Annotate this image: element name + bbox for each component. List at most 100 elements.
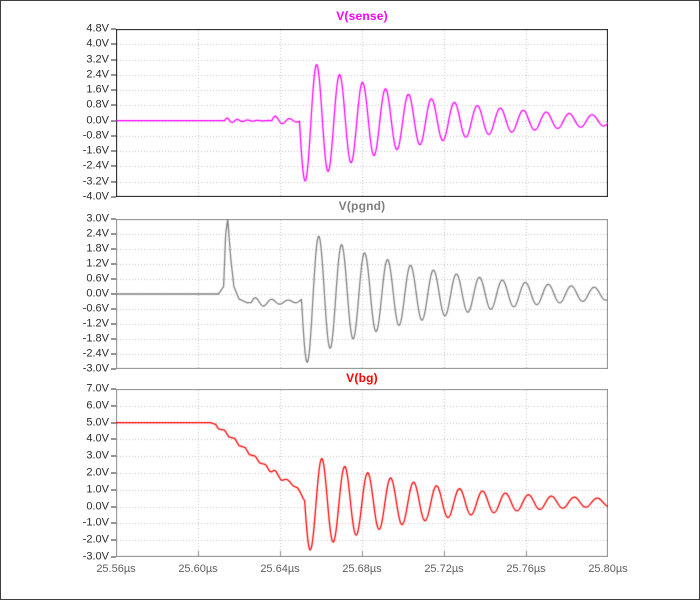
y-tick-label: -0.6V (82, 302, 116, 315)
x-tick-label: 25.60µs (178, 563, 218, 575)
y-tick-text: -1.0V (82, 516, 109, 529)
x-tick-label: 25.56µs (96, 563, 136, 575)
y-tick-text: -4.0V (82, 190, 109, 203)
y-tick-text: 1.8V (86, 242, 109, 255)
y-tick-text: 3.0V (86, 449, 109, 462)
y-tick-label: 4.0V (86, 432, 116, 445)
y-tick-mark (111, 438, 116, 440)
y-tick-mark (111, 405, 116, 407)
trace-title-vbg[interactable]: V(bg) (346, 371, 378, 385)
y-tick-label: 2.4V (86, 69, 116, 80)
y-tick-label: 1.6V (86, 83, 116, 96)
y-tick-mark (111, 556, 116, 558)
y-tick-text: -3.2V (82, 175, 109, 188)
y-tick-mark (111, 472, 116, 474)
y-tick-text: 0.0V (86, 500, 109, 513)
y-tick-label: 2.4V (86, 228, 116, 240)
x-tick-label: 25.68µs (342, 563, 382, 575)
y-axis-vsense: 4.8V 4.0V 3.2V 2.4V 1.6V 0.8V 0.0V -0.8V -1.6V -2… (59, 23, 116, 202)
y-tick-text: 1.6V (86, 83, 109, 96)
y-tick-mark (111, 278, 116, 280)
y-tick-mark (111, 181, 116, 183)
time-axis: 25.56µs 25.60µs 25.64µs 25.68µs 25.72µs 25.76… (1, 561, 699, 579)
y-tick-label: 6.0V (86, 400, 116, 411)
y-tick-text: 2.4V (86, 68, 109, 81)
y-tick-label: 5.0V (86, 417, 116, 428)
y-tick-mark (111, 539, 116, 541)
y-tick-label: 0.0V (86, 287, 116, 300)
y-tick-label: 0.0V (86, 501, 116, 512)
y-axis-vpgnd: 3.0V 2.4V 1.8V 1.2V 0.6V 0.0V -0.6V -1.2V -1.8V -… (59, 213, 116, 374)
x-tick-label: 25.72µs (424, 563, 464, 575)
y-axis-vbg: 7.0V 6.0V 5.0V 4.0V 3.0V 2.0V 1.0V 0.0V -1.0V -2.… (59, 383, 116, 562)
y-tick-label: 4.0V (86, 37, 116, 50)
y-tick-text: 7.0V (86, 382, 109, 395)
y-tick-mark (111, 218, 116, 220)
y-tick-mark (111, 120, 116, 122)
y-tick-text: 1.0V (86, 483, 109, 496)
y-tick-mark (111, 506, 116, 508)
trace-title-vsense[interactable]: V(sense) (336, 9, 388, 23)
y-tick-mark (111, 455, 116, 457)
y-tick-text: -1.6V (82, 144, 109, 157)
y-tick-mark (111, 104, 116, 106)
y-tick-label: 3.0V (86, 449, 116, 462)
y-tick-text: -1.8V (82, 332, 109, 345)
y-tick-mark (111, 323, 116, 325)
y-tick-label: 4.8V (86, 22, 116, 35)
y-tick-mark (111, 248, 116, 250)
y-tick-mark (111, 353, 116, 355)
y-tick-label: 1.0V (86, 484, 116, 495)
y-tick-text: -3.0V (82, 362, 109, 375)
y-tick-label: -3.2V (83, 176, 116, 187)
y-tick-mark (111, 388, 116, 390)
y-tick-label: 3.2V (86, 54, 116, 65)
y-tick-text: 4.0V (86, 37, 109, 50)
y-tick-text: 3.0V (86, 212, 109, 225)
y-tick-mark (111, 135, 116, 137)
y-tick-label: -3.0V (82, 550, 116, 563)
y-tick-label: 7.0V (86, 382, 116, 395)
y-tick-mark (111, 368, 116, 370)
waveform-plot-vpgnd[interactable] (116, 219, 608, 369)
y-tick-label: 1.2V (86, 257, 116, 270)
y-tick-label: 3.0V (86, 212, 116, 225)
y-tick-text: -0.6V (82, 302, 109, 315)
y-tick-text: -3.0V (82, 550, 109, 563)
y-tick-mark (111, 233, 116, 235)
y-tick-text: 1.2V (86, 257, 109, 270)
y-tick-text: 0.0V (86, 287, 109, 300)
y-tick-text: 2.0V (86, 466, 109, 479)
y-tick-label: -4.0V (82, 190, 116, 203)
waveform-plot-vsense[interactable] (116, 29, 608, 197)
y-tick-mark (111, 150, 116, 152)
y-tick-label: -2.4V (83, 160, 116, 172)
x-tick-label: 25.64µs (260, 563, 300, 575)
y-tick-text: 0.0V (86, 114, 109, 127)
x-tick-label: 25.80µs (588, 563, 628, 575)
y-tick-label: -2.4V (83, 348, 116, 360)
y-tick-label: -0.8V (83, 130, 116, 141)
y-tick-label: 2.0V (86, 466, 116, 479)
y-tick-label: -3.0V (82, 362, 116, 375)
y-tick-label: -1.2V (83, 318, 116, 330)
y-tick-text: 0.8V (86, 98, 109, 111)
y-tick-mark (111, 489, 116, 491)
y-tick-label: -1.6V (82, 144, 116, 157)
y-tick-text: 3.2V (86, 53, 109, 66)
y-tick-mark (111, 89, 116, 91)
y-tick-label: 0.0V (86, 115, 116, 126)
y-tick-label: 1.8V (86, 242, 116, 255)
y-tick-mark (111, 522, 116, 524)
y-tick-text: 6.0V (86, 399, 109, 412)
y-tick-text: 0.6V (86, 272, 109, 285)
y-tick-text: 4.8V (86, 22, 109, 35)
y-tick-mark (111, 43, 116, 45)
y-tick-text: 5.0V (86, 416, 109, 429)
x-tick-label: 25.76µs (506, 563, 546, 575)
y-tick-mark (111, 338, 116, 340)
y-tick-text: 4.0V (86, 432, 109, 445)
waveform-plot-vbg[interactable] (116, 389, 608, 557)
trace-title-vpgnd[interactable]: V(pgnd) (338, 199, 386, 213)
y-tick-mark (111, 263, 116, 265)
